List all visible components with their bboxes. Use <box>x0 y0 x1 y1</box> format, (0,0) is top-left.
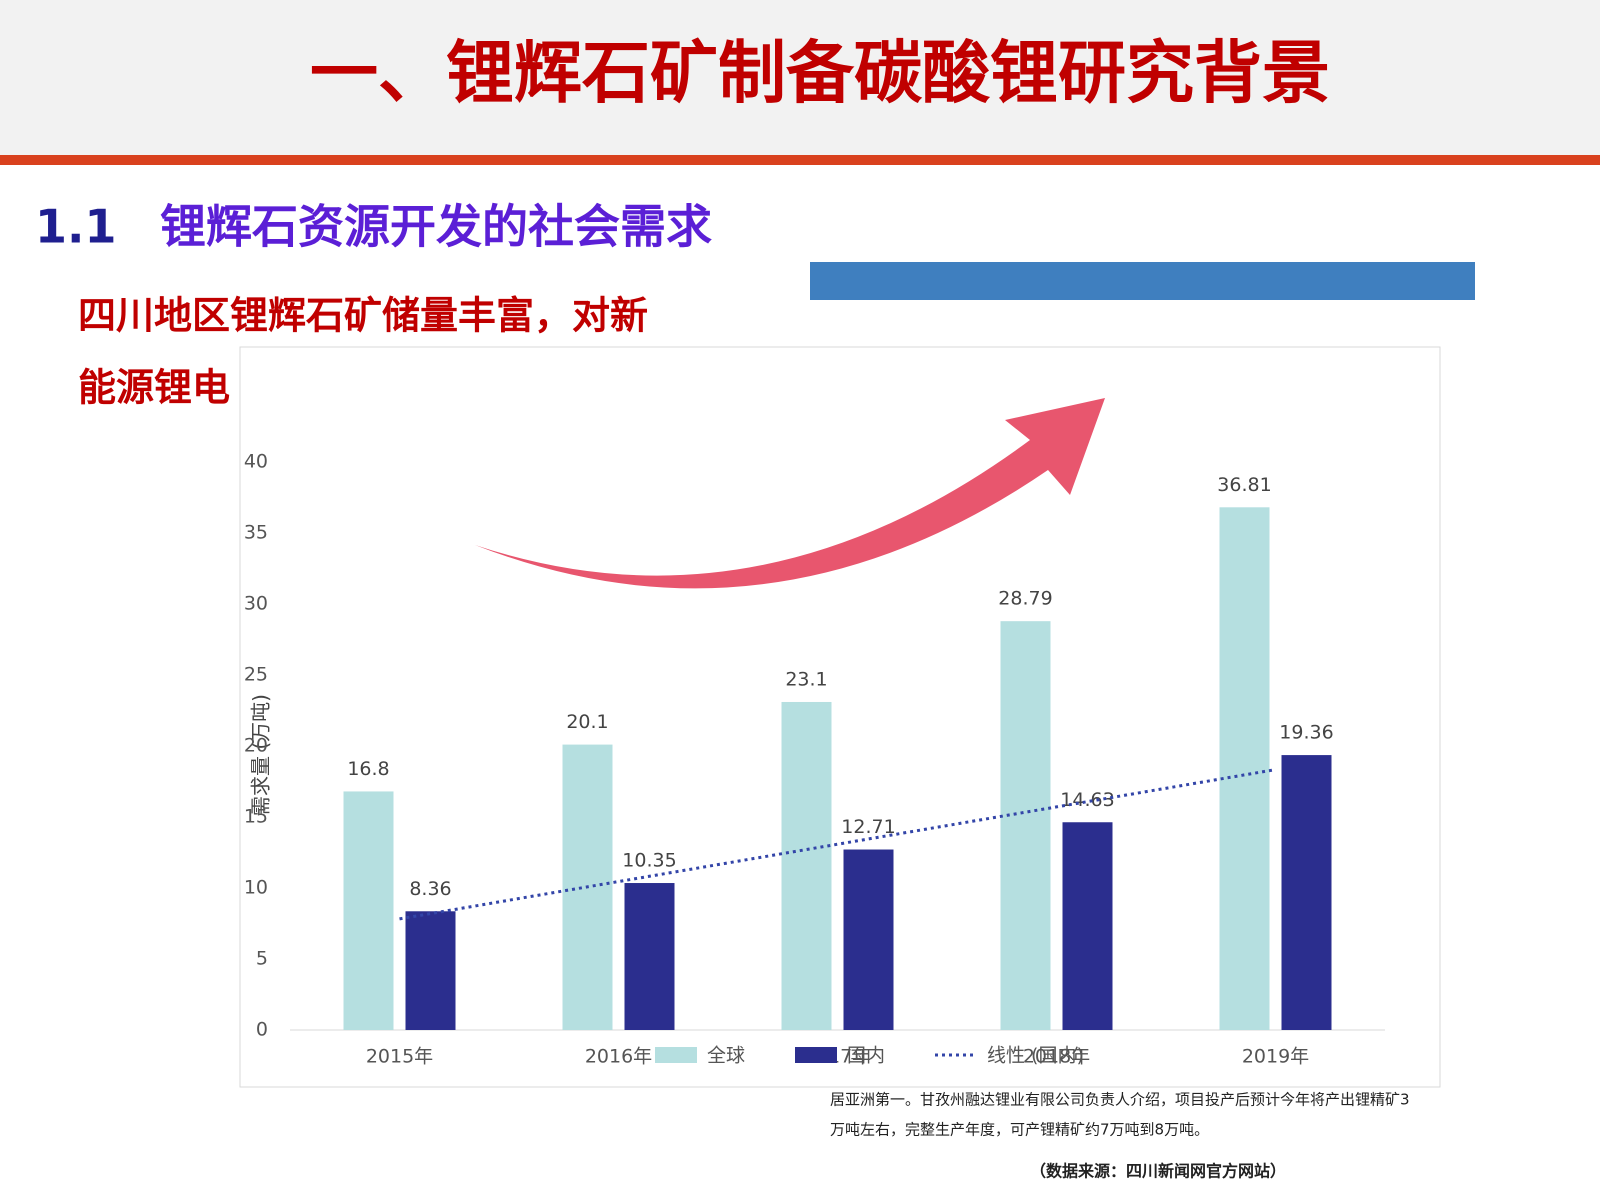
x-tick-label: 2016年 <box>585 1046 652 1068</box>
y-tick-label: 5 <box>256 948 268 970</box>
lead-line: 能源锂电 <box>78 366 230 410</box>
y-tick-label: 30 <box>244 593 268 615</box>
bar <box>343 791 394 1030</box>
y-tick-label: 40 <box>244 451 268 473</box>
y-tick-label: 10 <box>244 877 268 899</box>
section-number: 1.1 <box>35 200 117 254</box>
y-tick-label: 0 <box>256 1019 268 1041</box>
value-label: 19.36 <box>1279 722 1333 744</box>
y-axis-label: 需求量 (万吨) <box>249 694 273 816</box>
value-label: 23.1 <box>785 668 827 690</box>
caption-line: 万吨左右，完整生产年度，可产锂精矿约7万吨到8万吨。 <box>830 1121 1209 1139</box>
source-note: （数据来源：四川新闻网官方网站） <box>1030 1162 1286 1181</box>
lead-line: 四川地区锂辉石矿储量丰富，对新 <box>78 294 648 338</box>
value-label: 14.63 <box>1060 789 1114 811</box>
value-label: 20.1 <box>566 711 608 733</box>
caption-line: 居亚洲第一。甘孜州融达锂业有限公司负责人介绍，项目投产后预计今年将产出锂精矿3 <box>830 1091 1410 1109</box>
value-label: 10.35 <box>622 850 676 872</box>
bar <box>781 701 832 1030</box>
slide-title: 一、锂辉石矿制备碳酸锂研究背景 <box>310 35 1330 114</box>
value-label: 16.8 <box>347 758 389 780</box>
y-tick-label: 25 <box>244 664 268 686</box>
bar <box>405 911 456 1030</box>
bar <box>1000 621 1051 1030</box>
bar <box>843 849 894 1030</box>
trend-arrow <box>475 398 1105 589</box>
web-nav <box>810 262 1475 300</box>
section-title: 锂辉石资源开发的社会需求 <box>160 200 712 254</box>
y-tick-label: 35 <box>244 522 268 544</box>
bar <box>1062 822 1113 1030</box>
value-label: 12.71 <box>841 816 895 838</box>
bar <box>624 883 675 1030</box>
bar <box>1219 507 1270 1031</box>
legend-label: 全球 <box>707 1045 745 1067</box>
bar <box>1281 755 1332 1030</box>
y-tick-label: 15 <box>244 806 268 828</box>
x-tick-label: 2015年 <box>366 1046 433 1068</box>
trend-line <box>399 768 1276 921</box>
legend-swatch <box>795 1047 837 1063</box>
legend-label: 线性 (国内) <box>987 1045 1084 1067</box>
value-label: 36.81 <box>1217 474 1271 496</box>
y-tick-label: 20 <box>244 735 268 757</box>
value-label: 8.36 <box>409 878 451 900</box>
legend-swatch <box>655 1047 697 1063</box>
title-band <box>0 0 1600 155</box>
title-rule <box>0 155 1600 165</box>
legend-label: 国内 <box>847 1045 885 1067</box>
x-tick-label: 2019年 <box>1242 1046 1309 1068</box>
value-label: 28.79 <box>998 588 1052 610</box>
x-tick-label: 2018年 <box>1023 1046 1090 1068</box>
